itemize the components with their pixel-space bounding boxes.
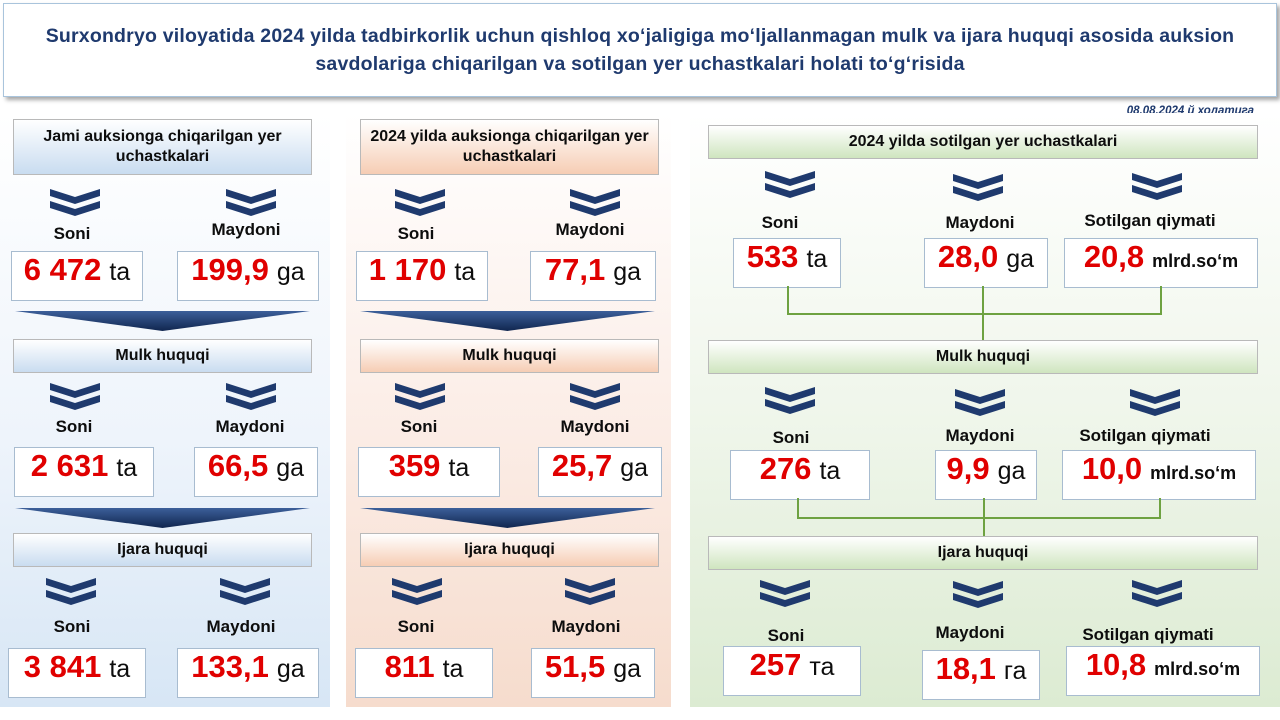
- panel1-total-maydoni: 199,9 ga: [177, 251, 319, 301]
- chevron-down-icon: [50, 380, 100, 410]
- panel3-mulk-maydoni: 9,9 ga: [935, 450, 1037, 500]
- panel3-ijara-maydoni: 18,1 га: [922, 650, 1040, 700]
- label-soni: Soni: [397, 617, 435, 636]
- label-soni: Soni: [767, 626, 805, 645]
- panel-total-auction: [0, 113, 330, 707]
- panel-2024-auction: [346, 113, 671, 707]
- label-soni: Soni: [53, 617, 91, 636]
- chevron-down-icon: [220, 575, 270, 605]
- panel3-ijara-qiymati: 10,8 mlrd.so‘m: [1066, 646, 1260, 696]
- panel3-ijara-header: Ijara huquqi: [708, 536, 1258, 570]
- chevron-down-icon: [226, 380, 276, 410]
- panel2-mulk-soni: 359 ta: [358, 447, 500, 497]
- connector-line: [787, 313, 1162, 315]
- chevron-down-icon: [392, 575, 442, 605]
- down-arrow-banner-icon: [360, 508, 655, 528]
- chevron-down-icon: [955, 386, 1005, 416]
- panel3-mulk-qiymati: 10,0 mlrd.so‘m: [1062, 450, 1256, 500]
- label-soni: Soni: [55, 417, 93, 436]
- chevron-down-icon: [760, 577, 810, 607]
- panel1-mulk-soni: 2 631 ta: [14, 447, 154, 497]
- page-title-box: Surxondryo viloyatida 2024 yilda tadbirk…: [3, 3, 1277, 97]
- panel2-ijara-soni: 811 ta: [355, 648, 493, 698]
- label-maydoni: Maydoni: [555, 220, 625, 239]
- chevron-down-icon: [226, 186, 276, 216]
- label-maydoni: Maydoni: [945, 213, 1015, 232]
- panel2-ijara-maydoni: 51,5 ga: [531, 648, 655, 698]
- label-maydoni: Maydoni: [215, 417, 285, 436]
- label-soni: Soni: [400, 417, 438, 436]
- chevron-down-icon: [1132, 170, 1182, 200]
- panel1-ijara-soni: 3 841 ta: [8, 648, 146, 698]
- connector-line: [787, 286, 789, 314]
- label-maydoni: Maydoni: [551, 617, 621, 636]
- page-title: Surxondryo viloyatida 2024 yilda tadbirk…: [45, 25, 1235, 75]
- chevron-down-icon: [395, 380, 445, 410]
- panel2-total-maydoni: 77,1 ga: [530, 251, 656, 301]
- panel3-total-soni: 533 ta: [733, 238, 841, 288]
- panel2-mulk-maydoni: 25,7 ga: [538, 447, 662, 497]
- panel2-header: 2024 yilda auksionga chiqarilgan yer uch…: [360, 119, 659, 175]
- panel3-header: 2024 yilda sotilgan yer uchastkalari: [708, 125, 1258, 159]
- panel3-total-qiymati: 20,8 mlrd.so‘m: [1064, 238, 1258, 288]
- label-maydoni: Maydoni: [560, 417, 630, 436]
- label-soni: Soni: [53, 224, 91, 243]
- panel1-ijara-header: Ijara huquqi: [13, 533, 312, 567]
- panel1-mulk-header: Mulk huquqi: [13, 339, 312, 373]
- panel1-header: Jami auksionga chiqarilgan yer uchastkal…: [13, 119, 312, 175]
- connector-line: [1160, 286, 1162, 314]
- label-maydoni: Maydoni: [945, 426, 1015, 445]
- label-sotilgan-qiymati: Sotilgan qiymati: [1082, 625, 1214, 644]
- panel3-total-maydoni: 28,0 ga: [924, 238, 1048, 288]
- panel1-ijara-maydoni: 133,1 ga: [177, 648, 319, 698]
- connector-line: [797, 498, 799, 518]
- chevron-down-icon: [953, 171, 1003, 201]
- panel3-ijara-soni: 257 та: [723, 646, 861, 696]
- label-soni: Soni: [761, 213, 799, 232]
- panel3-mulk-header: Mulk huquqi: [708, 340, 1258, 374]
- down-arrow-banner-icon: [15, 508, 310, 528]
- chevron-down-icon: [953, 578, 1003, 608]
- panel1-total-soni: 6 472 ta: [11, 251, 143, 301]
- chevron-down-icon: [570, 380, 620, 410]
- chevron-down-icon: [565, 575, 615, 605]
- chevron-down-icon: [570, 186, 620, 216]
- label-sotilgan-qiymati: Sotilgan qiymati: [1084, 211, 1216, 230]
- label-maydoni: Maydoni: [935, 623, 1005, 642]
- panel3-mulk-soni: 276 ta: [730, 450, 870, 500]
- chevron-down-icon: [765, 168, 815, 198]
- chevron-down-icon: [1130, 386, 1180, 416]
- chevron-down-icon: [46, 575, 96, 605]
- panel2-ijara-header: Ijara huquqi: [360, 533, 659, 567]
- chevron-down-icon: [50, 186, 100, 216]
- panel2-total-soni: 1 170 ta: [356, 251, 488, 301]
- down-arrow-banner-icon: [15, 311, 310, 331]
- chevron-down-icon: [395, 186, 445, 216]
- down-arrow-banner-icon: [360, 311, 655, 331]
- label-maydoni: Maydoni: [206, 617, 276, 636]
- panel2-mulk-header: Mulk huquqi: [360, 339, 659, 373]
- chevron-down-icon: [765, 384, 815, 414]
- connector-line: [1159, 498, 1161, 518]
- connector-line: [797, 517, 1161, 519]
- label-soni: Soni: [772, 428, 810, 447]
- chevron-down-icon: [1132, 577, 1182, 607]
- panel1-mulk-maydoni: 66,5 ga: [194, 447, 318, 497]
- label-soni: Soni: [397, 224, 435, 243]
- label-maydoni: Maydoni: [211, 220, 281, 239]
- label-sotilgan-qiymati: Sotilgan qiymati: [1079, 426, 1211, 445]
